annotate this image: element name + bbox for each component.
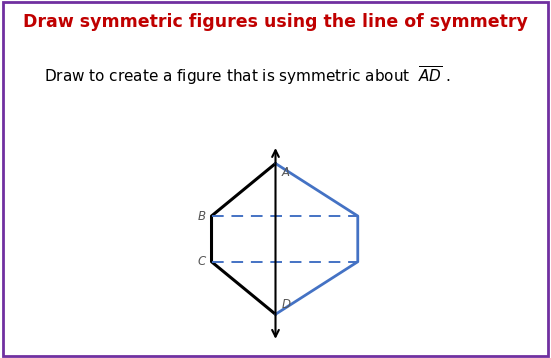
Text: Draw symmetric figures using the line of symmetry: Draw symmetric figures using the line of… <box>23 13 528 30</box>
Text: A: A <box>282 166 289 179</box>
Text: C: C <box>197 255 206 268</box>
Text: D: D <box>282 297 290 311</box>
Text: B: B <box>198 209 206 223</box>
Text: Draw to create a figure that is symmetric about  $\overline{AD}$ .: Draw to create a figure that is symmetri… <box>44 64 451 87</box>
